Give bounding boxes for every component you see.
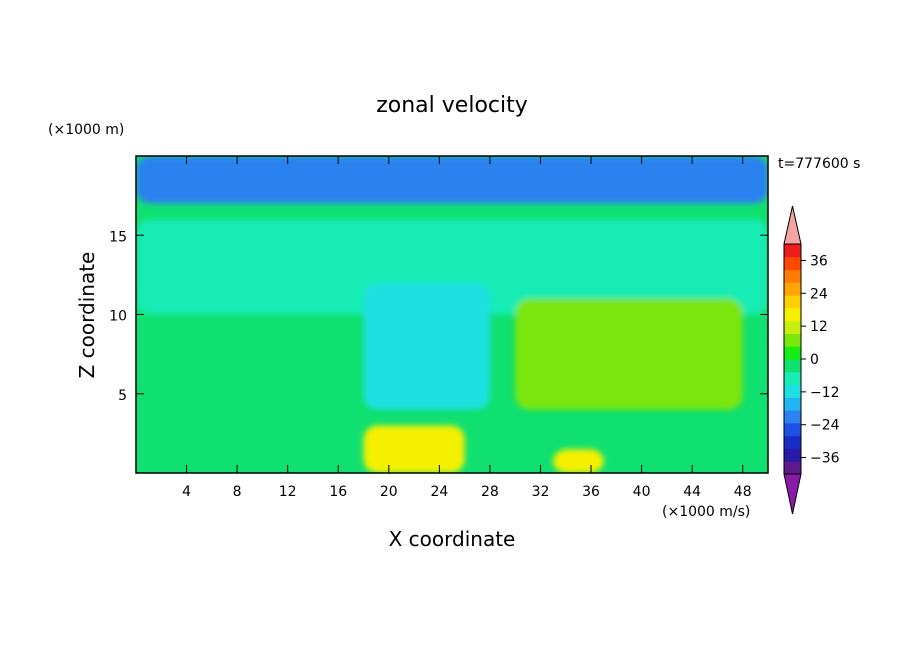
colorbar-swatch [784,282,801,296]
heatmap-region [136,156,768,204]
colorbar: 36 24 12 0 −12 −24 −36 [783,205,840,515]
x-axis: 4 8 12 16 20 24 28 32 36 40 44 48 [182,156,752,500]
x-unit-label: (×1000 m/s) [662,504,750,520]
heatmap-field [136,156,768,473]
y-unit-label: (×1000 m) [48,122,124,138]
colorbar-tick-label: 36 [810,253,828,269]
x-tick-label: 44 [683,484,701,500]
colorbar-tick-label: −24 [810,418,840,434]
x-tick-label: 24 [430,484,448,500]
x-tick-label: 16 [329,484,347,500]
colorbar-tick-label: −12 [810,385,840,401]
colorbar-swatch [784,410,801,424]
y-tick-label: 15 [109,229,127,245]
colorbar-swatch [784,269,801,283]
x-tick-label: 28 [481,484,499,500]
heatmap-region [515,298,743,410]
colorbar-swatch [784,422,801,437]
colorbar-swatch [784,320,801,334]
y-tick-label: 10 [109,309,127,325]
colorbar-tick-label: 0 [810,352,819,368]
colorbar-extend-upper [783,205,802,245]
colorbar-swatch [784,359,801,373]
colorbar-swatch [784,333,801,347]
x-axis-label: X coordinate [389,527,516,551]
y-tick-label: 5 [118,388,127,404]
colorbar-swatch [784,435,801,449]
colorbar-swatch [784,397,801,411]
x-tick-label: 8 [233,484,242,500]
colorbar-swatch [784,346,801,360]
y-axis-label: Z coordinate [75,252,99,379]
x-tick-label: 20 [380,484,398,500]
colorbar-extend-lower [783,473,802,515]
colorbar-swatch [784,448,801,462]
colorbar-swatch [784,244,801,258]
x-tick-label: 36 [582,484,600,500]
colorbar-tick-label: 12 [810,319,828,335]
colorbar-swatch [784,295,801,309]
heatmap-region [363,282,490,410]
heatmap-region [136,219,768,315]
x-tick-label: 40 [633,484,651,500]
colorbar-swatch [784,307,801,322]
colorbar-swatch [784,371,801,386]
x-tick-label: 32 [532,484,550,500]
x-tick-label: 48 [734,484,752,500]
heatmap-region [363,425,465,473]
heatmap-region [553,449,604,473]
colorbar-tick-label: −36 [810,451,840,467]
time-label: t=777600 s [778,156,860,172]
colorbar-swatch [784,256,801,271]
x-tick-label: 4 [182,484,191,500]
colorbar-swatch [784,461,801,475]
chart-title: zonal velocity [376,93,528,118]
colorbar-tick-label: 24 [810,286,828,302]
colorbar-swatch [784,384,801,398]
x-tick-label: 12 [279,484,297,500]
y-axis: 5 10 15 [109,229,768,404]
